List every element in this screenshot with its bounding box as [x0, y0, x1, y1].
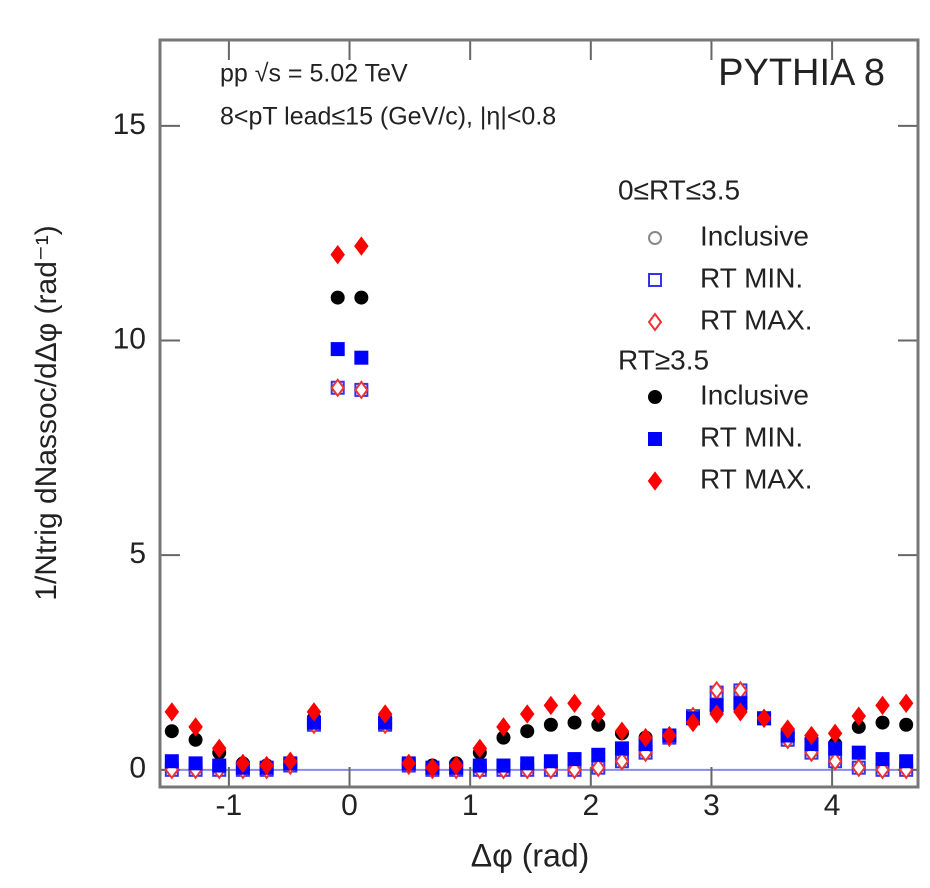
legend-label: Inclusive [700, 220, 809, 251]
data-point [354, 380, 369, 400]
data-point [543, 717, 558, 732]
data-point [354, 290, 369, 305]
data-point [709, 680, 724, 701]
data-point [614, 741, 629, 756]
data-point [188, 717, 203, 737]
data-point [519, 704, 535, 724]
y-tick-label: 0 [129, 752, 146, 785]
legend-label: RT MAX. [700, 463, 813, 494]
data-point [306, 702, 322, 722]
data-point [756, 708, 772, 728]
data-point [472, 738, 488, 759]
data-point [804, 725, 819, 746]
plot-frame [158, 38, 920, 789]
legend-marker [648, 432, 662, 446]
legend-label: RT MIN. [700, 262, 803, 293]
data-point [662, 725, 677, 746]
legend-marker [647, 312, 663, 332]
y-tick-label: 15 [113, 108, 146, 141]
legend-label: Inclusive [700, 379, 809, 410]
data-point [899, 754, 914, 769]
data-point [164, 702, 180, 722]
x-axis-title: Δφ (rad) [471, 837, 590, 873]
data-point [591, 758, 606, 778]
data-point [377, 704, 393, 724]
legend-marker [648, 273, 662, 287]
data-point [591, 704, 606, 724]
x-tick-label: -1 [216, 789, 243, 822]
data-point [899, 717, 914, 732]
data-point [164, 724, 179, 739]
data-point [851, 745, 866, 760]
data-point [259, 755, 274, 776]
legend-marker [647, 471, 663, 491]
data-point [520, 756, 535, 771]
legend-label: RT MIN. [700, 421, 803, 452]
data-point [567, 752, 582, 767]
legend-marker [648, 231, 662, 245]
y-axis-title: 1/Ntrig dNassoc/dΔφ (rad⁻¹) [30, 225, 63, 600]
legend-label: RT MAX. [700, 304, 813, 335]
data-point [685, 712, 701, 733]
data-point [330, 342, 345, 357]
data-point [188, 756, 203, 771]
data-point [567, 693, 582, 713]
data-point [875, 752, 890, 767]
annotation: pp √s = 5.02 TeV [220, 60, 408, 88]
data-point [591, 747, 606, 762]
data-point [638, 727, 653, 748]
data-point [235, 753, 251, 774]
data-point [567, 715, 582, 730]
data-point [164, 754, 179, 769]
data-point [614, 751, 630, 771]
data-point [543, 754, 558, 769]
data-point [827, 723, 843, 744]
annotation: PYTHIA 8 [718, 52, 885, 94]
x-tick-label: 2 [582, 789, 599, 822]
data-point [851, 758, 867, 778]
data-point [898, 693, 914, 713]
data-point [496, 717, 511, 737]
x-tick-label: 0 [341, 789, 358, 822]
data-point [330, 290, 345, 305]
data-point [283, 751, 298, 771]
data-point [330, 378, 345, 398]
y-tick-label: 5 [129, 537, 146, 570]
annotation: 8<pT lead≤15 (GeV/c), |η|<0.8 [220, 103, 556, 131]
legend-marker [648, 390, 662, 404]
data-point [520, 724, 535, 739]
data-point [354, 236, 369, 256]
data-point [448, 755, 464, 776]
x-tick-label: 1 [462, 789, 479, 822]
data-point [827, 751, 843, 771]
data-point [212, 758, 227, 773]
data-point [851, 706, 867, 726]
data-point [733, 702, 748, 722]
data-point [496, 758, 511, 773]
data-point [330, 244, 345, 265]
data-point [875, 695, 890, 716]
data-point [354, 350, 369, 365]
data-point [401, 753, 417, 774]
data-point [709, 704, 724, 724]
y-tick-label: 10 [113, 322, 146, 355]
data-point [828, 741, 843, 756]
data-point [780, 719, 795, 739]
x-tick-label: 4 [824, 789, 841, 822]
legend-title: RT≥3.5 [618, 344, 709, 375]
x-tick-label: 3 [703, 789, 720, 822]
data-point [211, 738, 227, 759]
data-point [614, 721, 630, 741]
data-point [472, 758, 487, 773]
data-point [875, 715, 890, 730]
data-point [543, 695, 559, 716]
legend-title: 0≤RT≤3.5 [618, 174, 740, 205]
data-point [425, 758, 440, 778]
